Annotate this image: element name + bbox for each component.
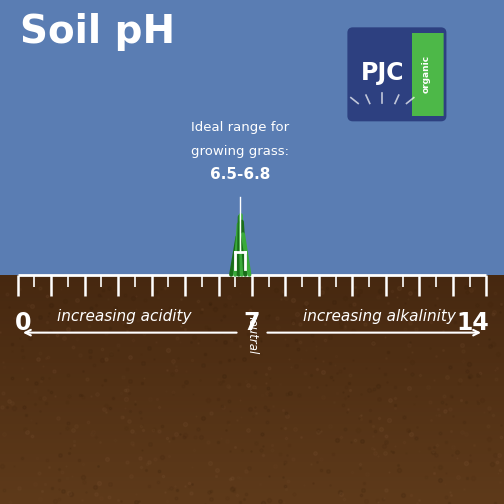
Text: increasing acidity: increasing acidity: [57, 308, 192, 324]
Text: neutral: neutral: [245, 312, 259, 355]
Text: growing grass:: growing grass:: [192, 145, 289, 158]
Text: 14: 14: [456, 311, 489, 335]
Text: increasing alkalinity: increasing alkalinity: [303, 308, 456, 324]
Bar: [0, 0, 504, 275]
Text: Soil pH: Soil pH: [20, 13, 175, 50]
Text: 0: 0: [15, 311, 32, 335]
Bar: [412, 33, 444, 116]
Text: PJC: PJC: [360, 60, 404, 85]
Text: organic: organic: [422, 55, 431, 93]
Text: 6.5-6.8: 6.5-6.8: [210, 167, 271, 182]
Text: Ideal range for: Ideal range for: [191, 120, 289, 134]
FancyBboxPatch shape: [349, 29, 445, 120]
Text: 7: 7: [244, 311, 260, 335]
Bar: [350, 33, 412, 116]
